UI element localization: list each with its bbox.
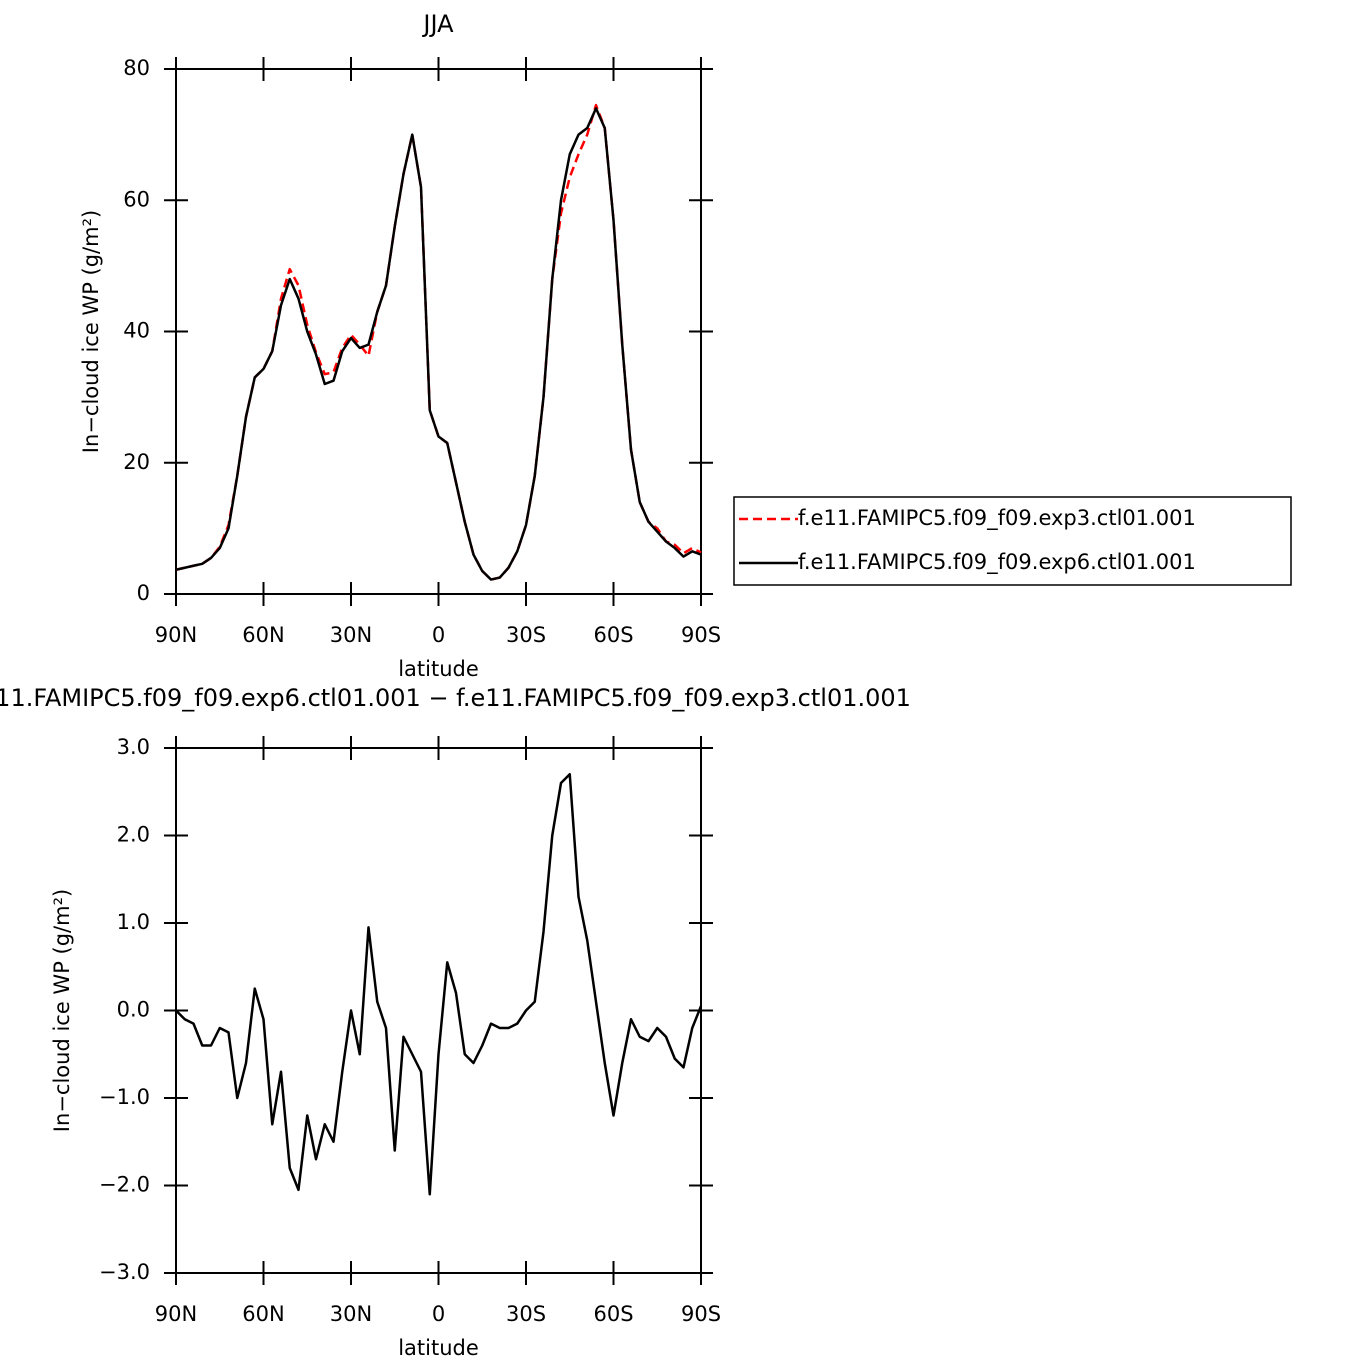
x-tick-label: 60N [242,623,284,647]
x-tick-label: 0 [432,623,445,647]
legend-label: f.e11.FAMIPC5.f09_f09.exp6.ctl01.001 [798,550,1196,575]
y-tick-label: 0.0 [117,998,150,1022]
x-tick-label: 30N [330,1302,372,1326]
y-tick-label: 3.0 [117,735,150,759]
data-line [175,107,702,581]
x-axis-label: latitude [398,657,479,681]
x-tick-label: 90S [681,623,721,647]
x-tick-label: 30N [330,623,372,647]
plot-frame [175,68,702,595]
x-tick-label: 90N [155,1302,197,1326]
x-axis-label: latitude [398,1336,479,1360]
data-line [175,773,703,1196]
y-tick-label: −2.0 [99,1173,150,1197]
x-tick-label: 60S [593,623,633,647]
y-tick-label: 60 [123,187,150,211]
x-tick-label: 60N [242,1302,284,1326]
y-tick-label: −1.0 [99,1085,150,1109]
x-tick-label: 90N [155,623,197,647]
y-tick-label: 20 [123,450,150,474]
x-tick-label: 0 [432,1302,445,1326]
y-axis-label: In−cloud ice WP (g/m²) [79,210,103,453]
y-tick-label: 40 [123,319,150,343]
y-tick-label: 1.0 [117,910,150,934]
legend-box [733,496,1292,586]
x-tick-label: 90S [681,1302,721,1326]
plot-frame [175,747,702,1274]
legend-label: f.e11.FAMIPC5.f09_f09.exp3.ctl01.001 [798,506,1196,531]
y-tick-label: 0 [137,581,150,605]
x-tick-label: 30S [506,1302,546,1326]
x-tick-label: 30S [506,623,546,647]
y-tick-label: 80 [123,56,150,80]
y-tick-label: −3.0 [99,1260,150,1284]
chart-title: JJA [421,10,454,38]
y-axis-label: In−cloud ice WP (g/m²) [50,889,74,1132]
x-tick-label: 60S [593,1302,633,1326]
chart-title: f.e11.FAMIPC5.f09_f09.exp6.ctl01.001 − f… [0,684,911,712]
y-tick-label: 2.0 [117,823,150,847]
